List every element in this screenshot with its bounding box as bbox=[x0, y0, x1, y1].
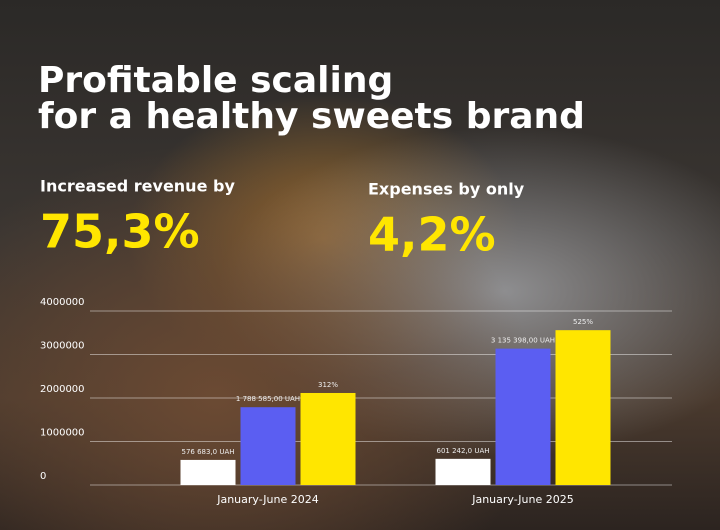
bar bbox=[435, 458, 491, 485]
x-tick-label: January-June 2024 bbox=[216, 493, 319, 506]
title-line: Profitable scaling bbox=[38, 60, 393, 101]
x-tick-label: January-June 2025 bbox=[471, 493, 574, 506]
bar bbox=[240, 407, 296, 485]
stat-label: Expenses by only bbox=[368, 180, 525, 199]
y-tick-label: 1000000 bbox=[40, 428, 85, 439]
stat-label: Increased revenue by bbox=[40, 177, 235, 196]
y-tick-label: 0 bbox=[40, 471, 46, 482]
bar bbox=[300, 392, 356, 485]
value-label: 601 242,0 UAH bbox=[436, 447, 489, 455]
y-tick-label: 2000000 bbox=[40, 384, 85, 395]
stat-value: 4,2% bbox=[368, 208, 496, 262]
stat-value: 75,3% bbox=[40, 205, 200, 259]
value-label: 525% bbox=[573, 318, 593, 326]
bar bbox=[495, 348, 551, 485]
bar bbox=[180, 459, 236, 485]
y-tick-label: 3000000 bbox=[40, 341, 85, 352]
y-tick-label: 4000000 bbox=[40, 297, 85, 308]
value-label: 3 135 398,00 UAH bbox=[491, 337, 555, 345]
bar bbox=[555, 330, 611, 485]
value-label: 312% bbox=[318, 381, 338, 389]
value-label: 576 683,0 UAH bbox=[181, 448, 234, 456]
value-label: 1 788 585,00 UAH bbox=[236, 395, 300, 403]
title-line: for a healthy sweets brand bbox=[38, 96, 585, 137]
